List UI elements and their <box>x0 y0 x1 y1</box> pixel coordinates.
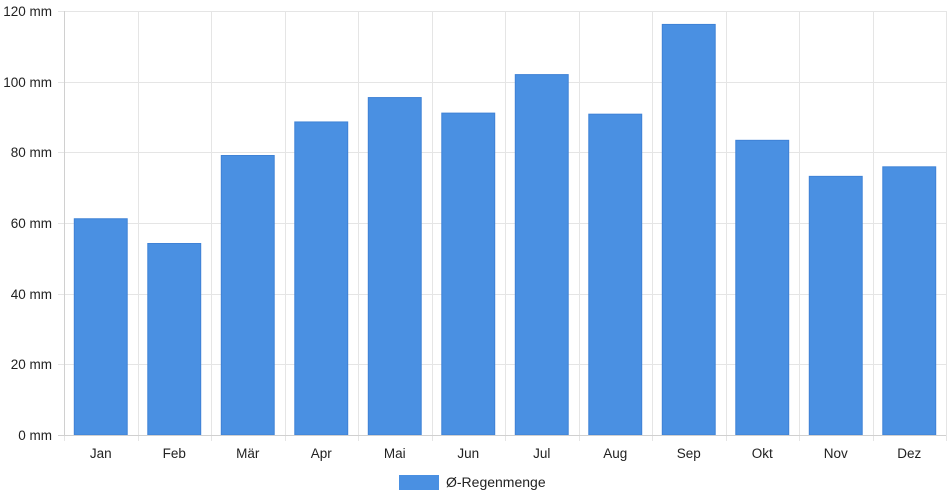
bar-okt[interactable] <box>735 139 790 436</box>
bar-mai[interactable] <box>367 97 422 436</box>
x-tick-label: Jul <box>533 446 550 461</box>
x-tick-label: Apr <box>311 446 333 461</box>
x-tick-label: Jan <box>90 446 112 461</box>
grid-layer <box>58 11 947 441</box>
y-tick-label: 80 mm <box>11 145 52 160</box>
bar-jan[interactable] <box>73 218 128 436</box>
x-tick-label: Okt <box>752 446 773 461</box>
x-tick-label: Dez <box>897 446 921 461</box>
legend[interactable]: Ø-Regenmenge <box>399 474 546 490</box>
x-tick-label: Feb <box>163 446 186 461</box>
axis-layer: 0 mm 20 mm 40 mm 60 mm 80 mm 100 mm 120 mm Jan F… <box>3 4 946 461</box>
bar-aug[interactable] <box>588 113 643 436</box>
y-tick-label: 120 mm <box>3 4 52 19</box>
bar-sep[interactable] <box>661 23 716 436</box>
bar-feb[interactable] <box>147 242 202 436</box>
x-tick-label: Mär <box>236 446 260 461</box>
y-tick-label: 0 mm <box>18 428 52 443</box>
y-tick-label: 40 mm <box>11 287 52 302</box>
x-tick-label: Jun <box>457 446 479 461</box>
bar-jun[interactable] <box>441 112 496 436</box>
x-tick-label: Aug <box>603 446 627 461</box>
y-tick-label: 60 mm <box>11 216 52 231</box>
legend-label: Ø-Regenmenge <box>446 474 546 490</box>
bar-nov[interactable] <box>808 175 863 436</box>
bar-mär[interactable] <box>220 155 275 436</box>
x-tick-label: Mai <box>384 446 406 461</box>
x-tick-label: Sep <box>677 446 701 461</box>
bar-jul[interactable] <box>514 74 569 436</box>
x-tick-label: Nov <box>824 446 848 461</box>
y-tick-label: 100 mm <box>3 75 52 90</box>
bar-dez[interactable] <box>882 166 937 436</box>
y-tick-label: 20 mm <box>11 357 52 372</box>
legend-swatch <box>399 475 439 490</box>
bars-layer <box>73 23 937 436</box>
bar-apr[interactable] <box>294 121 349 436</box>
